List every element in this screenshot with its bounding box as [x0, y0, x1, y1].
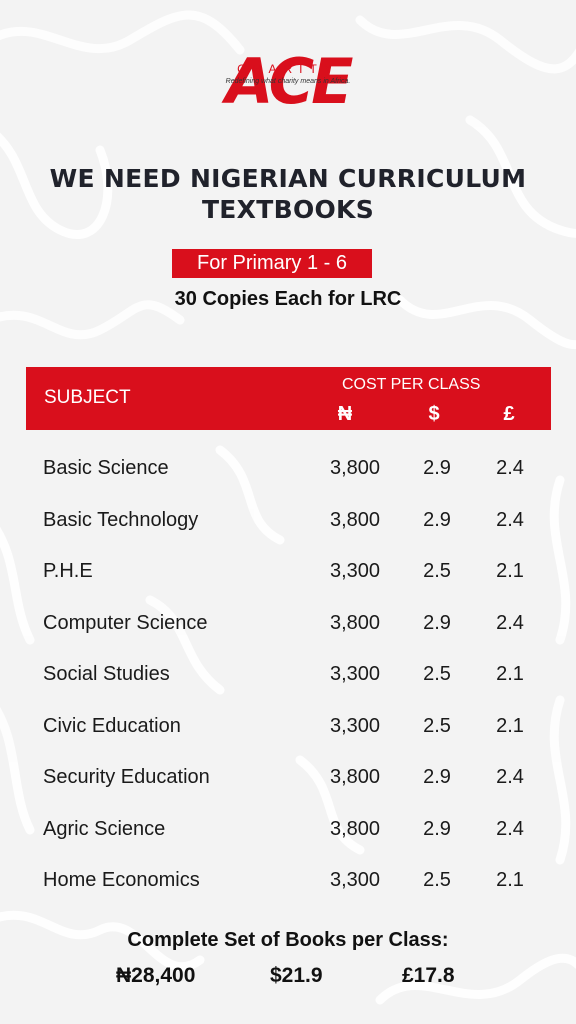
naira-header: ₦ [337, 403, 353, 425]
title-line-2: TEXTBOOKS [201, 195, 375, 224]
logo-mark: ACE [225, 45, 354, 118]
naira-cell: 3,800 [329, 508, 381, 531]
dollar-cell: 2.5 [423, 663, 451, 685]
pound-cell: 2.4 [496, 611, 524, 634]
naira-cell: 3,300 [329, 714, 381, 737]
naira-cell: 3,800 [329, 817, 381, 840]
table-row: Agric Science 3,800 2.9 2.4 [0, 804, 576, 856]
dollar-cell: 2.9 [423, 611, 451, 634]
subject-cell: Security Education [43, 766, 210, 788]
subject-header: SUBJECT [44, 387, 131, 408]
table-row: Social Studies 3,300 2.5 2.1 [0, 649, 576, 701]
pound-cell: 2.1 [496, 714, 524, 737]
naira-cell: 3,800 [329, 766, 381, 788]
subject-cell: Home Economics [43, 869, 200, 891]
pound-cell: 2.4 [496, 457, 524, 479]
naira-cell: 3,800 [329, 611, 381, 634]
pound-cell: 2.1 [496, 869, 524, 891]
cost-header: COST PER CLASS [342, 376, 481, 393]
subject-cell: Civic Education [43, 714, 181, 737]
total-naira: ₦28,400 [116, 964, 196, 987]
table-row: Basic Science 3,800 2.9 2.4 [0, 443, 576, 495]
logo: ACE [0, 50, 576, 114]
table-row: Home Economics 3,300 2.5 2.1 [0, 855, 576, 907]
dollar-header: $ [428, 403, 440, 425]
naira-cell: 3,800 [329, 457, 381, 479]
table-row: Security Education 3,800 2.9 2.4 [0, 752, 576, 804]
total-dollar: $21.9 [270, 964, 323, 987]
subject-cell: Agric Science [43, 817, 166, 840]
subject-cell: P.H.E [43, 560, 93, 582]
pound-cell: 2.4 [496, 766, 524, 788]
table-header: SUBJECT COST PER CLASS ₦ $ £ [26, 367, 551, 430]
dollar-cell: 2.9 [423, 457, 451, 479]
dollar-cell: 2.5 [423, 869, 451, 891]
total-pound: £17.8 [402, 964, 455, 987]
dollar-cell: 2.9 [423, 817, 451, 840]
subject-cell: Basic Science [43, 457, 169, 479]
dollar-cell: 2.9 [423, 508, 451, 531]
naira-cell: 3,300 [329, 663, 381, 685]
totals-title: Complete Set of Books per Class: [127, 929, 449, 951]
subject-cell: Basic Technology [43, 508, 199, 531]
title-line-1: WE NEED NIGERIAN CURRICULUM [49, 164, 527, 193]
subject-cell: Social Studies [43, 663, 170, 685]
table-row: Computer Science 3,800 2.9 2.4 [0, 598, 576, 650]
dollar-cell: 2.5 [423, 560, 451, 582]
dollar-cell: 2.5 [423, 714, 451, 737]
naira-cell: 3,300 [329, 869, 381, 891]
pound-cell: 2.1 [496, 663, 524, 685]
grade-badge: For Primary 1 - 6 [172, 249, 372, 278]
logo-tagline: Redefining what charity means in Africa. [225, 78, 351, 85]
logo-name: CHARITY [237, 62, 339, 76]
page-title: WE NEED NIGERIAN CURRICULUM TEXTBOOKS [0, 163, 576, 225]
subject-cell: Computer Science [43, 611, 208, 634]
copies-subtitle: 30 Copies Each for LRC [174, 288, 402, 310]
pound-cell: 2.4 [496, 817, 524, 840]
table-row: Basic Technology 3,800 2.9 2.4 [0, 495, 576, 547]
pound-cell: 2.4 [496, 508, 524, 531]
table-row: Civic Education 3,300 2.5 2.1 [0, 701, 576, 753]
pound-cell: 2.1 [496, 560, 524, 582]
naira-cell: 3,300 [329, 560, 381, 582]
pound-header: £ [503, 403, 515, 425]
table-row: P.H.E 3,300 2.5 2.1 [0, 546, 576, 598]
dollar-cell: 2.9 [423, 766, 451, 788]
